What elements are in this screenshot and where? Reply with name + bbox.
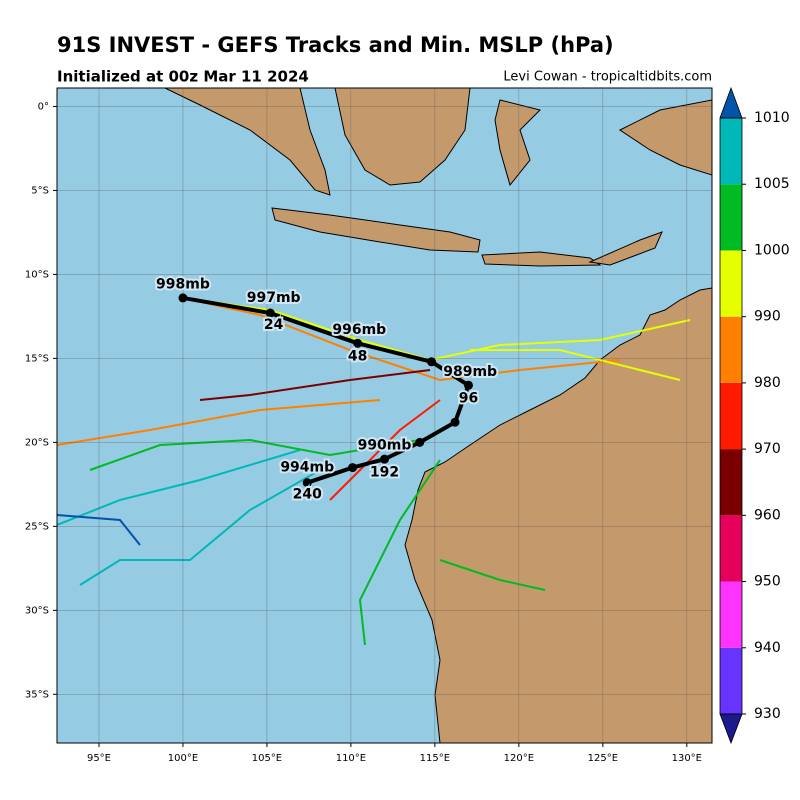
x-tick-label: 105°E — [252, 753, 282, 764]
australia — [404, 287, 712, 743]
colorbar-label: 980 — [754, 375, 781, 391]
x-tick-label: 100°E — [168, 753, 198, 764]
colorbar-label: 960 — [754, 507, 781, 523]
colorbar-label: 940 — [754, 640, 781, 656]
ensemble-track — [358, 459, 441, 646]
java — [271, 207, 481, 253]
colorbar-bin — [720, 647, 742, 714]
colorbar-label: 930 — [754, 706, 781, 722]
y-tick-label: 25°S — [25, 521, 49, 532]
x-tick-label: 120°E — [504, 753, 534, 764]
colorbar-label: 950 — [754, 574, 781, 590]
ensemble-track — [89, 438, 421, 471]
track-label: 24 — [264, 317, 284, 333]
y-tick-label: 15°S — [25, 353, 49, 364]
land — [164, 88, 712, 743]
track-point — [380, 454, 389, 464]
borneo — [334, 88, 471, 186]
colorbar-bin — [720, 581, 742, 648]
x-tick-label: 130°E — [672, 753, 702, 764]
title: 91S INVEST - GEFS Tracks and Min. MSLP (… — [57, 33, 614, 57]
track-label: 990mb — [358, 438, 412, 454]
colorbar-label: 1000 — [754, 242, 790, 258]
track-point — [353, 338, 363, 348]
y-tick-label: 10°S — [25, 269, 49, 280]
ensemble-track — [199, 369, 431, 401]
track-label: 240 — [293, 486, 322, 502]
x-tick-label: 125°E — [588, 753, 618, 764]
subtitle: Initialized at 00z Mar 11 2024 — [57, 68, 309, 86]
colorbar-under — [719, 713, 743, 745]
colorbar-over — [719, 86, 743, 119]
ensemble-track — [470, 349, 681, 381]
colorbar-label: 1005 — [754, 176, 790, 192]
track-label: 48 — [348, 349, 367, 365]
y-tick-label: 20°S — [25, 437, 49, 448]
colorbar-bin — [720, 250, 742, 317]
track-point — [427, 357, 437, 367]
ensemble-track — [57, 514, 141, 546]
track-label: 994mb — [280, 460, 334, 476]
y-tick-label: 35°S — [25, 689, 49, 700]
sumatra — [164, 88, 331, 196]
colorbar-bin — [720, 515, 742, 582]
colorbar-bin — [720, 382, 742, 450]
lesser-sunda — [481, 251, 602, 267]
credit: Levi Cowan - tropicaltidbits.com — [503, 70, 712, 85]
ensemble-track — [57, 449, 301, 526]
colorbar-bin — [720, 184, 742, 251]
ensemble-track — [57, 399, 381, 446]
track-label: 989mb — [443, 364, 497, 380]
dynamic-layer: 95°E 100°E 105°E 110°E 115°E 120°E 125°E 130°E 0… — [25, 86, 790, 764]
track-label: 996mb — [332, 322, 386, 338]
y-tick-label: 0° — [38, 101, 49, 112]
colorbar-label: 970 — [754, 441, 781, 457]
track-point — [463, 380, 473, 390]
colorbar-label: 1010 — [754, 110, 790, 126]
track-label: 192 — [370, 465, 399, 481]
track-label: 997mb — [247, 290, 301, 306]
new-guinea — [619, 99, 712, 176]
track-point — [348, 463, 358, 473]
colorbar-frame — [719, 117, 743, 715]
ensemble-track — [439, 559, 546, 591]
map-frame — [56, 87, 713, 744]
track-point — [302, 478, 312, 488]
track-point — [178, 293, 188, 303]
track-point — [265, 308, 275, 318]
ensemble-track — [329, 399, 441, 501]
sulawesi — [494, 99, 541, 187]
ensemble-track — [79, 469, 321, 586]
colorbar-label: 990 — [754, 309, 781, 325]
colorbar-bin — [720, 118, 742, 185]
x-tick-label: 95°E — [87, 753, 111, 764]
timor — [588, 231, 663, 266]
track-point — [450, 417, 460, 427]
track-label: 96 — [459, 391, 478, 407]
mean-track — [182, 295, 471, 485]
ensemble-track — [181, 297, 621, 382]
colorbar-bin — [720, 449, 742, 516]
x-tick-label: 115°E — [420, 753, 450, 764]
track-label: 998mb — [156, 277, 210, 293]
x-tick-label: 110°E — [336, 753, 366, 764]
colorbar-bin — [720, 316, 742, 383]
y-tick-label: 30°S — [25, 605, 49, 616]
track-point — [415, 437, 425, 447]
y-tick-label: 5°S — [31, 185, 49, 196]
